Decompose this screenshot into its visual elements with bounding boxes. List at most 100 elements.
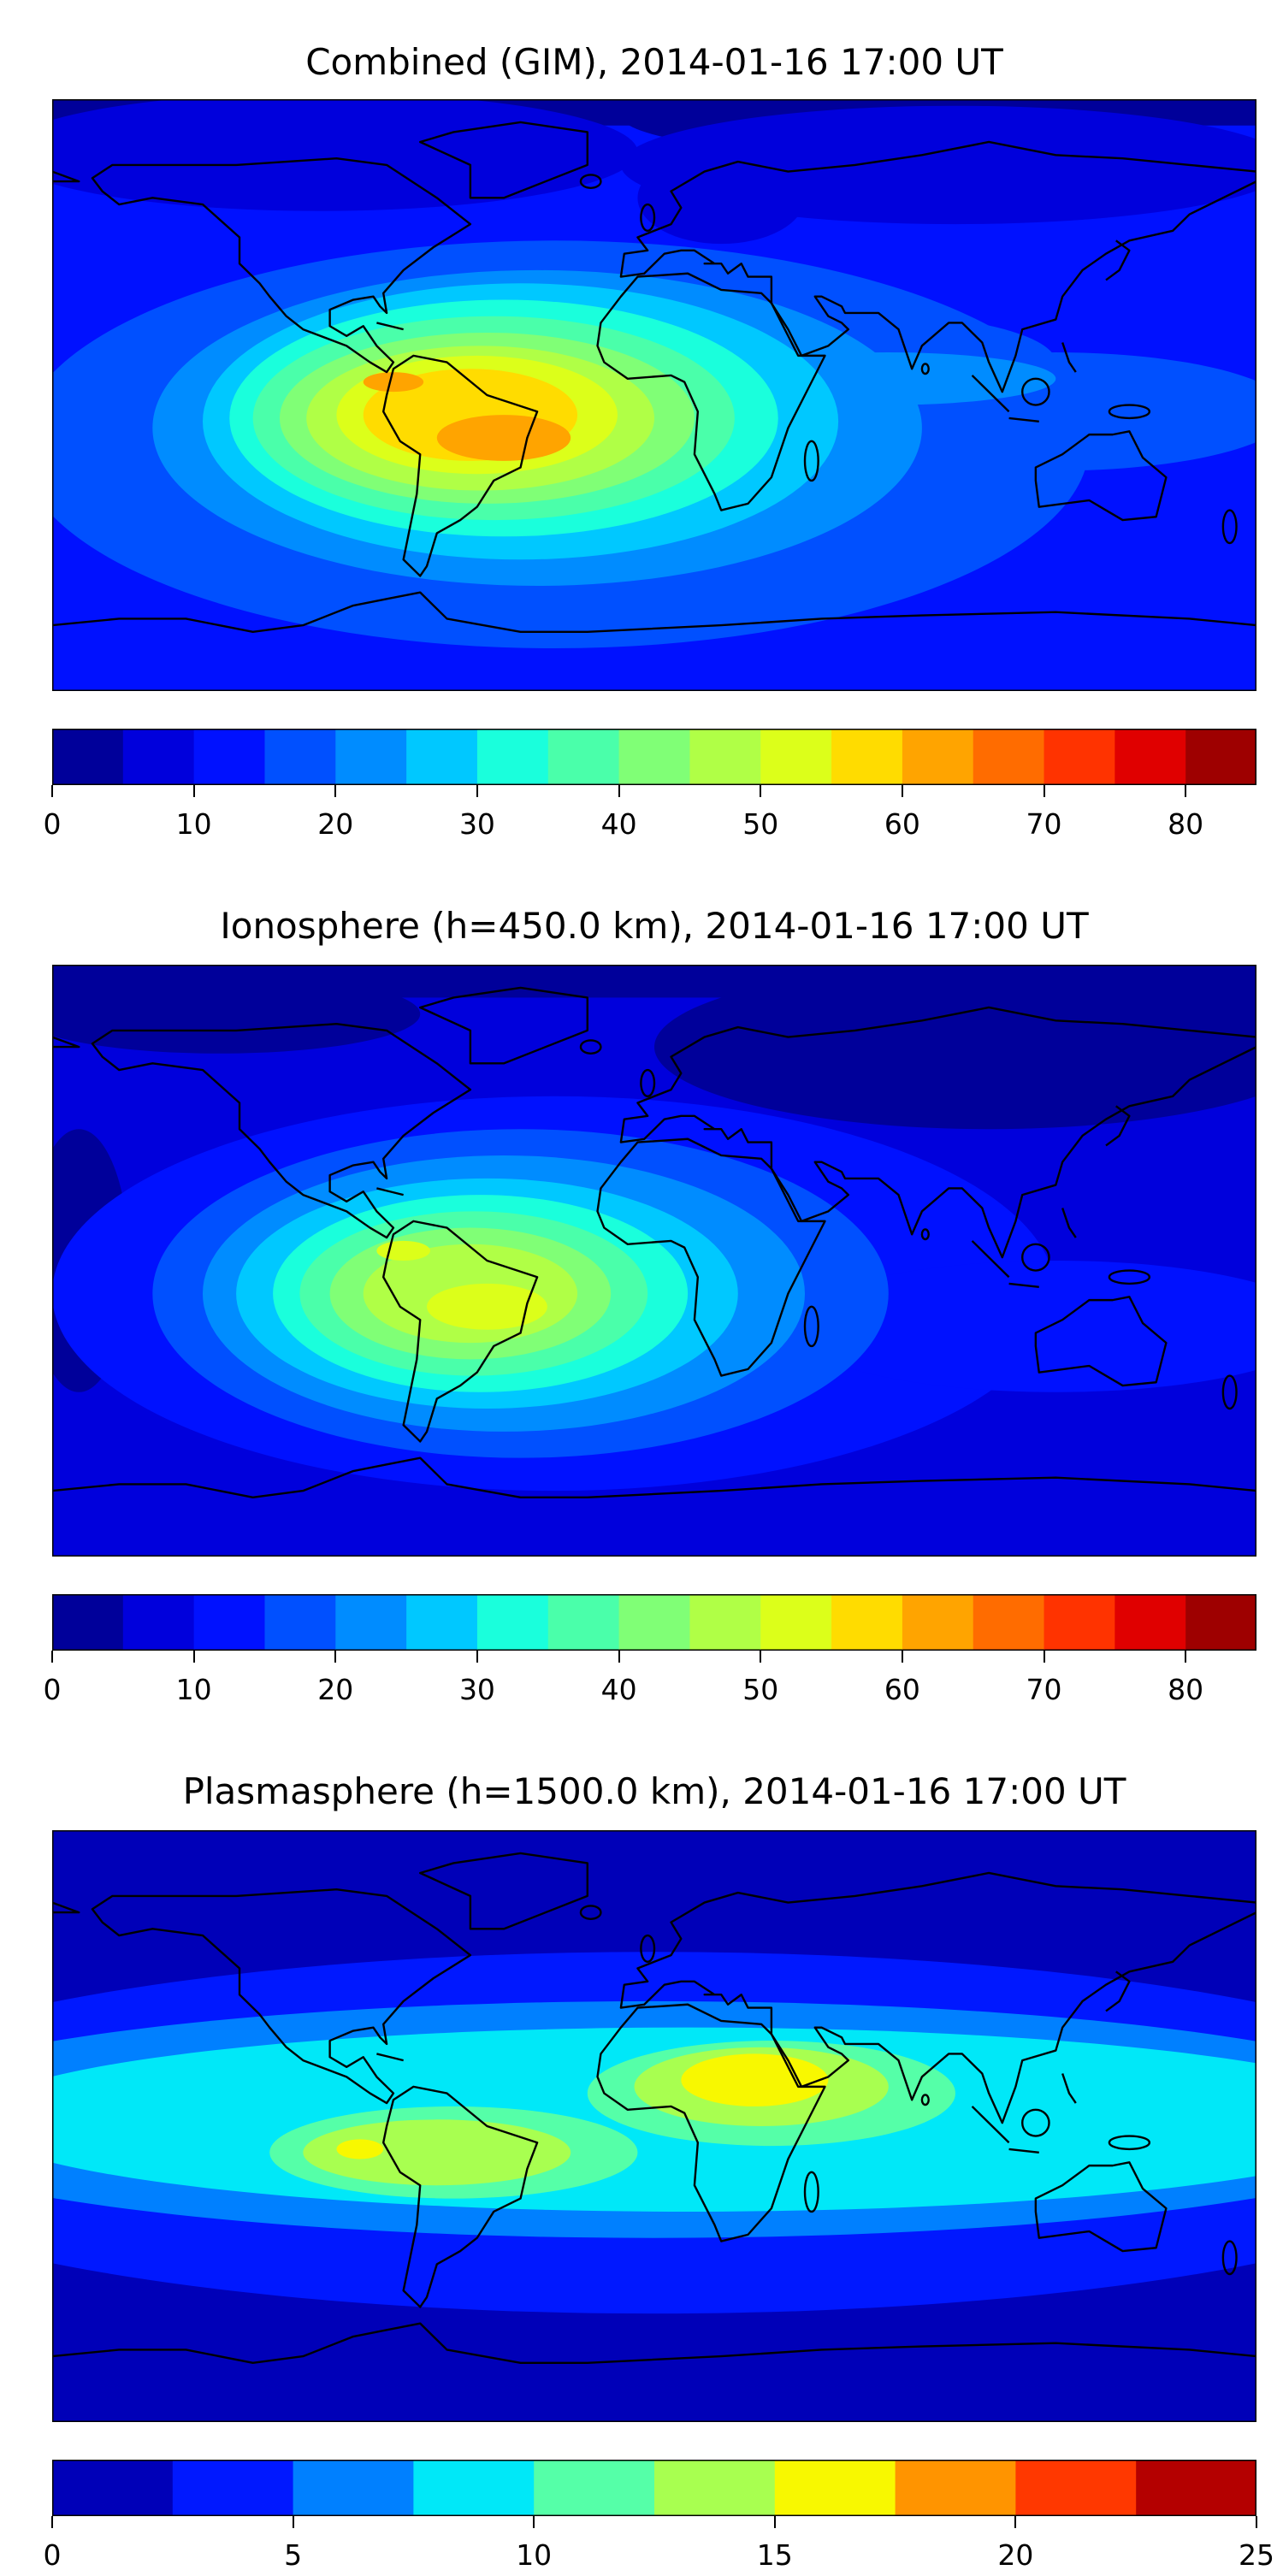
colorbar-segment — [406, 729, 478, 785]
colorbar-segment — [335, 1594, 407, 1651]
coastline-australia — [1036, 431, 1167, 520]
colorbar-tick-label: 15 — [756, 2538, 793, 2572]
colorbar-segment — [413, 2460, 535, 2516]
colorbar-tick-label: 40 — [600, 1673, 637, 1706]
contour-level-0 — [52, 974, 421, 1054]
coastline-antarctica — [52, 2324, 1256, 2363]
colorbar-segment — [293, 2460, 415, 2516]
coastline-iceland — [581, 1905, 600, 1918]
coastline-south-america — [383, 2087, 537, 2307]
colorbar-tick — [192, 1651, 195, 1663]
colorbar-plasmasphere — [52, 2460, 1256, 2516]
colorbar-segment — [973, 729, 1045, 785]
coastline-chukotka — [52, 172, 79, 182]
colorbar-tick-label: 40 — [600, 807, 637, 841]
colorbar-tick — [334, 1651, 337, 1663]
coastline-madagascar — [805, 2172, 819, 2212]
colorbar-segment — [1185, 1594, 1256, 1651]
colorbar-tick-label: 5 — [284, 2538, 303, 2572]
coastline-greenland — [420, 988, 588, 1063]
coastline-australia — [1036, 1297, 1167, 1385]
colorbar-segment — [1114, 1594, 1186, 1651]
colorbar-tick-label: 30 — [458, 1673, 495, 1706]
colorbar-tick — [334, 785, 337, 797]
coastline-borneo — [1022, 2110, 1049, 2136]
colorbar-segment — [476, 729, 549, 785]
coastline-new-zealand — [1223, 511, 1237, 543]
colorbar-tick — [901, 785, 903, 797]
colorbar-tick-label: 50 — [742, 1673, 779, 1706]
colorbar-tick — [618, 1651, 620, 1663]
panel-title-plasmasphere: Plasmasphere (h=1500.0 km), 2014-01-16 1… — [182, 1770, 1126, 1812]
contour-level-0 — [654, 965, 1256, 1130]
coastline-japan — [1106, 1106, 1129, 1145]
colorbar-tick-label: 80 — [1168, 1673, 1204, 1706]
colorbar-segment — [122, 729, 195, 785]
colorbar-segment — [193, 1594, 266, 1651]
coastline-borneo — [1022, 379, 1049, 405]
colorbar-segment — [52, 2460, 174, 2516]
colorbar-segment — [476, 1594, 549, 1651]
colorbar-segment — [1114, 729, 1186, 785]
coastline-japan — [1106, 240, 1129, 280]
colorbar-segment — [654, 2460, 776, 2516]
colorbar-segment — [193, 729, 266, 785]
colorbar-tick — [1256, 2516, 1257, 2528]
colorbar-tick — [192, 785, 195, 797]
coastline-sri-lanka — [922, 1229, 929, 1239]
colorbar-tick — [51, 785, 53, 797]
colorbar-tick — [1043, 785, 1045, 797]
coastline-sumatra — [973, 375, 1009, 411]
coastline-cuba — [376, 1188, 403, 1195]
colorbar-segment — [774, 2460, 896, 2516]
colorbar-segment — [902, 729, 974, 785]
colorbar-tick-label: 0 — [43, 807, 62, 841]
colorbar-tick-label: 20 — [317, 807, 354, 841]
coastline-antarctica — [52, 593, 1256, 632]
coastline-chukotka — [52, 1037, 79, 1048]
coastline-great-britain — [641, 1070, 654, 1096]
coastline-new-guinea — [1109, 1271, 1150, 1284]
colorbar-tick-label: 60 — [884, 1673, 920, 1706]
colorbar-segment — [335, 729, 407, 785]
coastline-iceland — [581, 174, 600, 187]
colorbar-segment — [122, 1594, 195, 1651]
coastline-madagascar — [805, 441, 819, 481]
colorbar-tick-label: 50 — [742, 807, 779, 841]
coastline-eurasia — [621, 1007, 1256, 1257]
coastline-new-zealand — [1223, 2242, 1237, 2274]
colorbar-tick-label: 10 — [175, 807, 212, 841]
colorbar-segment — [618, 729, 691, 785]
colorbar-ticks-ionosphere: 0 10 20 30 40 50 60 70 80 — [44, 1651, 1256, 1710]
coastline-new-zealand — [1223, 1376, 1237, 1409]
colorbar-tick-label: 20 — [997, 2538, 1034, 2572]
contour-level-2 — [788, 1261, 1256, 1392]
coastline-south-america — [383, 356, 537, 576]
coastline-africa — [598, 2005, 825, 2242]
coastline-australia — [1036, 2162, 1167, 2251]
contour-level-1 — [637, 151, 805, 245]
coastline-sumatra — [973, 2106, 1009, 2142]
coastline-sumatra — [973, 1241, 1009, 1277]
colorbar-tick — [901, 1651, 903, 1663]
coastline-greenland — [420, 122, 588, 198]
colorbar-segment — [534, 2460, 655, 2516]
colorbar-segment — [618, 1594, 691, 1651]
contour-level-5 — [303, 2119, 571, 2186]
colorbar-segment — [1044, 1594, 1116, 1651]
colorbar-tick-label: 80 — [1168, 807, 1204, 841]
coastline-africa — [598, 274, 825, 511]
coastline-chukotka — [52, 1903, 79, 1913]
colorbar-tick — [51, 2516, 53, 2528]
colorbar-segment — [547, 729, 620, 785]
colorbar-tick-label: 25 — [1239, 2538, 1274, 2572]
colorbar-tick — [760, 1651, 762, 1663]
coastline-iceland — [581, 1040, 600, 1053]
coastline-great-britain — [641, 204, 654, 231]
colorbar-tick-label: 70 — [1026, 807, 1062, 841]
colorbar-tick-label: 70 — [1026, 1673, 1062, 1706]
colorbar-segment — [264, 729, 336, 785]
colorbar-tick-label: 20 — [317, 1673, 354, 1706]
coastline-borneo — [1022, 1244, 1049, 1271]
coastline-madagascar — [805, 1307, 819, 1346]
